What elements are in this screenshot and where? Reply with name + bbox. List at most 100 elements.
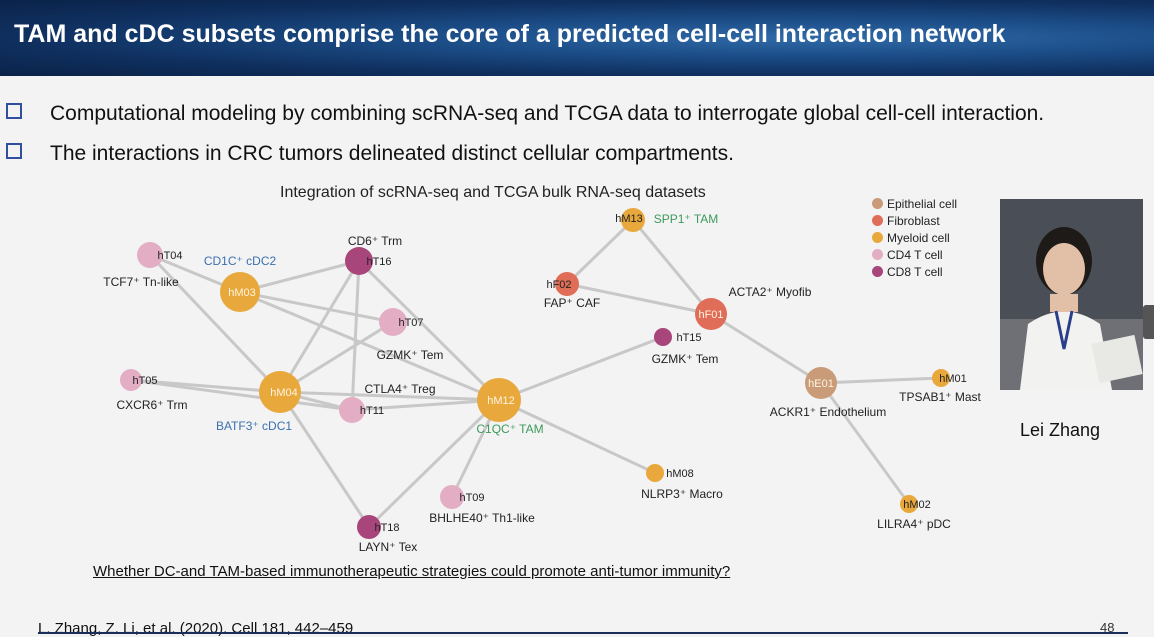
node-hE01 <box>805 367 837 399</box>
node-description-label: ACKR1⁺ Endothelium <box>770 405 886 419</box>
node-id-label: hM13 <box>615 213 643 225</box>
edge-hT11-hM12 <box>351 398 500 412</box>
bullet-text: Computational modeling by combining scRN… <box>50 102 1045 125</box>
next-slide-handle[interactable] <box>1143 305 1154 339</box>
node-id-label: hT04 <box>157 250 182 262</box>
edge-hE01-hM02 <box>819 382 911 505</box>
node-description-label: TCF7⁺ Tn-like <box>103 275 179 289</box>
legend-swatch-icon <box>872 198 883 209</box>
legend-label: CD8 T cell <box>887 265 943 279</box>
research-question: Whether DC-and TAM-based immunotherapeut… <box>93 563 731 580</box>
edge-hM04-hM12 <box>279 390 500 402</box>
node-description-label: BHLHE40⁺ Th1-like <box>429 511 535 525</box>
node-description-label: CD1C⁺ cDC2 <box>204 254 277 268</box>
slide-header: TAM and cDC subsets comprise the core of… <box>0 0 1154 76</box>
node-description-label: LAYN⁺ Tex <box>359 540 418 554</box>
legend-swatch-icon <box>872 215 883 226</box>
node-id-label: hM01 <box>939 373 967 385</box>
node-id-label: hT11 <box>360 405 384 417</box>
legend-item: Epithelial cell <box>872 196 957 213</box>
edge-hT16-hT11 <box>350 260 361 411</box>
node-id-label: hM08 <box>666 468 694 480</box>
legend-label: Myeloid cell <box>887 231 950 245</box>
legend: Epithelial cell Fibroblast Myeloid cell CD4… <box>872 196 957 281</box>
edge-hM03-hT16 <box>239 259 360 294</box>
node-hT16 <box>345 247 373 275</box>
node-id-label: hM12 <box>487 395 515 407</box>
edge-hT16-hM04 <box>278 260 361 393</box>
edge-hM13-hF01 <box>631 219 713 315</box>
bullet-item: The interactions in CRC tumors delineate… <box>6 142 734 166</box>
legend-item: CD4 T cell <box>872 247 957 264</box>
checkbox-bullet-icon <box>6 143 22 159</box>
legend-swatch-icon <box>872 232 883 243</box>
legend-label: Epithelial cell <box>887 197 958 211</box>
bullet-text: The interactions in CRC tumors delineate… <box>50 142 734 165</box>
node-hT07 <box>379 308 407 336</box>
edge-hM04-hT18 <box>278 391 371 528</box>
node-hM04 <box>259 371 301 413</box>
legend-item: Fibroblast <box>872 213 957 230</box>
node-hF02 <box>555 272 579 296</box>
edge-hM12-hT15 <box>498 335 664 402</box>
node-hF01 <box>695 298 727 330</box>
node-description-label: CD6⁺ Trm <box>348 234 402 248</box>
node-hM12 <box>477 378 521 422</box>
node-hT11 <box>339 397 365 423</box>
node-hM03 <box>220 272 260 312</box>
node-description-label: C1QC⁺ TAM <box>476 422 543 436</box>
node-description-label: CXCR6⁺ Trm <box>116 398 187 412</box>
node-description-label: GZMK⁺ Tem <box>652 352 719 366</box>
node-id-label: hM03 <box>228 287 256 299</box>
checkbox-bullet-icon <box>6 103 22 119</box>
edge-hM12-hM08 <box>498 398 656 475</box>
node-hM13 <box>621 208 645 232</box>
speaker-photo <box>1000 199 1143 390</box>
node-id-label: hT09 <box>459 492 484 504</box>
slide-title: TAM and cDC subsets comprise the core of… <box>14 20 1006 48</box>
legend-item: CD8 T cell <box>872 264 957 281</box>
legend-label: Fibroblast <box>887 214 940 228</box>
node-id-label: hF02 <box>546 279 571 291</box>
edge-hT07-hM04 <box>279 320 394 394</box>
citation: L. Zhang, Z. Li, et al. (2020). Cell 181… <box>38 620 354 637</box>
legend-swatch-icon <box>872 249 883 260</box>
node-hT05 <box>120 369 142 391</box>
bullet-item: Computational modeling by combining scRN… <box>6 102 1044 126</box>
edge-hF01-hE01 <box>710 312 822 385</box>
edge-hT05-hT11 <box>130 378 353 412</box>
node-id-label: hT18 <box>374 522 399 534</box>
node-hM08 <box>646 464 664 482</box>
node-hT09 <box>440 485 464 509</box>
edge-hT04-hM04 <box>148 253 282 394</box>
node-id-label: hE01 <box>808 378 834 390</box>
edge-hM12-hT18 <box>367 398 501 529</box>
legend-label: CD4 T cell <box>887 248 943 262</box>
node-description-label: TPSAB1⁺ Mast <box>899 390 981 404</box>
node-hT15 <box>654 328 672 346</box>
edge-hM03-hM12 <box>239 290 500 402</box>
node-id-label: hT05 <box>132 375 157 387</box>
node-description-label: NLRP3⁺ Macro <box>641 487 723 501</box>
node-description-label: ACTA2⁺ Myofib <box>729 285 812 299</box>
node-id-label: hT16 <box>366 256 391 268</box>
edge-hF02-hF01 <box>566 282 712 316</box>
node-hT18 <box>357 515 381 539</box>
page-number: 48 <box>1100 620 1115 635</box>
node-description-label: LILRA4⁺ pDC <box>877 517 951 531</box>
legend-item: Myeloid cell <box>872 230 957 247</box>
node-id-label: hM04 <box>270 387 298 399</box>
legend-swatch-icon <box>872 266 883 277</box>
person-portrait-icon <box>1000 199 1143 390</box>
node-id-label: hT07 <box>398 317 423 329</box>
node-hM02 <box>900 495 918 513</box>
footer-divider <box>38 632 1128 634</box>
node-description-label: FAP⁺ CAF <box>544 296 600 310</box>
node-description-label: CTLA4⁺ Treg <box>364 382 435 396</box>
node-hM01 <box>932 369 950 387</box>
node-id-label: hT15 <box>676 332 701 344</box>
edge-hT16-hM12 <box>357 259 501 402</box>
edge-hF02-hM13 <box>565 218 635 286</box>
edge-hM03-hT07 <box>239 290 394 324</box>
node-id-label: hF01 <box>698 309 723 321</box>
